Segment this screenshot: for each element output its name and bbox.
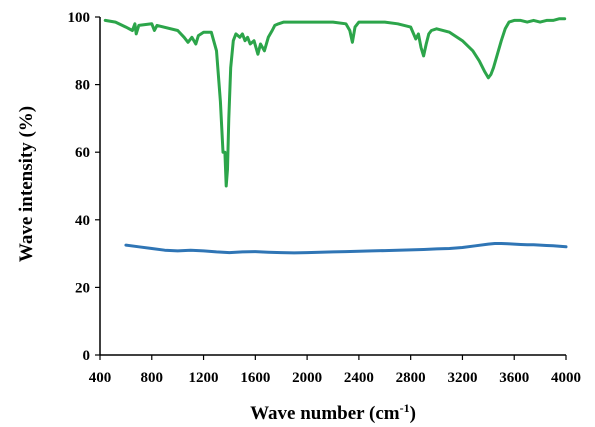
y-tick-label: 20: [75, 280, 90, 296]
series-line-2: [124, 242, 568, 255]
x-axis-title-close: ): [410, 403, 416, 424]
plot-area: 400 800 1200 1600 2000 2400 2800 3200 3600 4000 0…: [68, 10, 582, 386]
series-layer: [103, 17, 568, 255]
x-tick-label: 2000: [292, 370, 322, 386]
y-tick-label: 0: [83, 348, 91, 364]
x-tick-label: 3200: [447, 370, 477, 386]
y-axis-ticks: 0 20 40 60 80 100: [68, 10, 100, 364]
x-tick-label: 2400: [344, 370, 374, 386]
x-tick-label: 1200: [189, 370, 219, 386]
x-axis-ticks: 400 800 1200 1600 2000 2400 2800 3200 3600 4000: [89, 355, 581, 386]
x-axis-title: Wave number (cm-1): [250, 401, 416, 424]
x-tick-label: 2800: [396, 370, 426, 386]
x-tick-label: 1600: [240, 370, 270, 386]
x-axis-title-superscript: -1: [400, 401, 410, 415]
x-axis-title-main: Wave number (cm: [250, 403, 400, 424]
y-tick-label: 80: [75, 78, 90, 94]
y-axis-title: Wave intensity (%): [16, 106, 37, 262]
x-tick-label: 400: [89, 370, 112, 386]
series-line-1: [103, 17, 567, 188]
y-tick-label: 60: [75, 145, 90, 161]
y-tick-label: 100: [68, 10, 91, 26]
y-tick-label: 40: [75, 213, 90, 229]
x-tick-label: 3600: [499, 370, 529, 386]
x-tick-label: 4000: [551, 370, 581, 386]
x-tick-label: 800: [141, 370, 164, 386]
